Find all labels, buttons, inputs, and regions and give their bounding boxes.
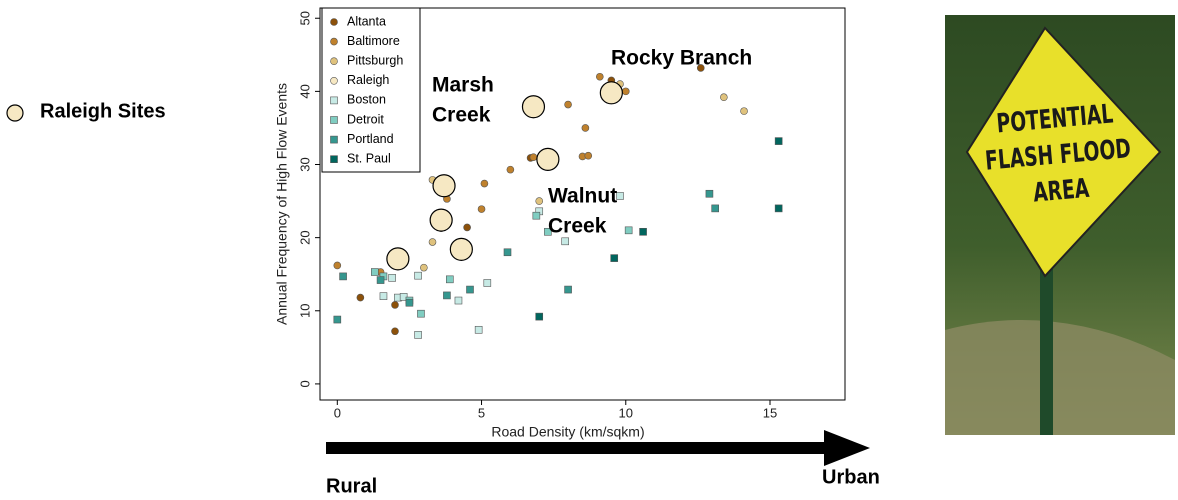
legend-marker xyxy=(331,117,338,124)
legend-marker xyxy=(331,77,338,84)
legend-label: Detroit xyxy=(347,112,384,126)
point xyxy=(611,255,618,262)
point xyxy=(617,192,624,199)
point xyxy=(530,154,537,161)
arrow-shaft xyxy=(326,442,826,454)
legend-marker xyxy=(331,58,338,65)
x-axis-label: Road Density (km/sqkm) xyxy=(491,424,644,440)
x-tick-label: 15 xyxy=(763,405,777,420)
annotation: Walnut xyxy=(548,185,617,208)
point xyxy=(600,82,622,104)
point xyxy=(392,301,399,308)
point xyxy=(371,269,378,276)
point xyxy=(775,138,782,145)
point xyxy=(446,276,453,283)
point xyxy=(430,209,452,231)
highlight-label: Raleigh Sites xyxy=(40,100,166,122)
point xyxy=(387,248,409,270)
x-tick-label: 10 xyxy=(619,405,633,420)
point xyxy=(415,331,422,338)
arrow-head xyxy=(824,430,870,466)
point xyxy=(377,277,384,284)
legend-marker xyxy=(331,19,338,26)
point xyxy=(357,294,364,301)
photo xyxy=(945,15,1175,435)
point xyxy=(481,180,488,187)
point xyxy=(537,148,559,170)
point xyxy=(622,88,629,95)
point xyxy=(443,292,450,299)
point xyxy=(417,310,424,317)
point xyxy=(455,297,462,304)
point xyxy=(340,273,347,280)
annotation: Rocky Branch xyxy=(611,47,752,70)
point xyxy=(415,272,422,279)
x-tick-label: 0 xyxy=(334,405,341,420)
point xyxy=(640,228,647,235)
legend-label: St. Paul xyxy=(347,151,391,165)
point xyxy=(420,264,427,271)
legend-box xyxy=(322,8,420,172)
point xyxy=(565,286,572,293)
y-tick-label: 10 xyxy=(297,304,312,318)
point xyxy=(334,262,341,269)
point xyxy=(536,198,543,205)
point xyxy=(433,175,455,197)
point xyxy=(484,279,491,286)
point xyxy=(533,212,540,219)
point xyxy=(380,293,387,300)
y-tick-label: 20 xyxy=(297,230,312,244)
annotation: Marsh xyxy=(432,74,494,97)
point xyxy=(522,96,544,118)
point xyxy=(475,326,482,333)
legend-marker xyxy=(331,97,338,104)
legend-marker xyxy=(331,156,338,163)
point xyxy=(334,316,341,323)
legend-label: Boston xyxy=(347,93,386,107)
legend-label: Portland xyxy=(347,132,394,146)
point xyxy=(467,286,474,293)
point xyxy=(706,190,713,197)
point xyxy=(450,238,472,260)
point xyxy=(406,299,413,306)
legend-label: Raleigh xyxy=(347,73,389,87)
point xyxy=(585,152,592,159)
point xyxy=(712,205,719,212)
point xyxy=(392,328,399,335)
legend-label: Pittsburgh xyxy=(347,53,403,67)
point xyxy=(741,108,748,115)
x-tick-label: 5 xyxy=(478,405,485,420)
sign-text: AREA xyxy=(1032,174,1091,209)
point xyxy=(625,227,632,234)
annotation: Creek xyxy=(548,215,607,238)
highlight-marker xyxy=(7,105,23,121)
y-axis-label: Annual Frequency of High Flow Events xyxy=(274,83,290,325)
point xyxy=(565,101,572,108)
arrow-label-rural: Rural xyxy=(326,475,377,497)
point xyxy=(478,206,485,213)
y-tick-label: 0 xyxy=(297,380,312,387)
point xyxy=(596,73,603,80)
point xyxy=(464,224,471,231)
y-tick-label: 30 xyxy=(297,157,312,171)
point xyxy=(536,313,543,320)
y-tick-label: 50 xyxy=(297,11,312,25)
figure: POTENTIALFLASH FLOODAREA Raleigh Sites R… xyxy=(0,0,1178,500)
legend-label: Baltimore xyxy=(347,34,400,48)
point xyxy=(720,94,727,101)
legend-marker xyxy=(331,38,338,45)
point xyxy=(389,274,396,281)
point xyxy=(562,238,569,245)
point xyxy=(582,124,589,131)
annotation: Creek xyxy=(432,104,491,127)
point xyxy=(429,239,436,246)
point xyxy=(507,166,514,173)
y-tick-label: 40 xyxy=(297,84,312,98)
point xyxy=(775,205,782,212)
arrow-label-urban: Urban xyxy=(822,466,880,488)
point xyxy=(504,249,511,256)
legend-marker xyxy=(331,136,338,143)
legend-label: Altanta xyxy=(347,14,386,28)
